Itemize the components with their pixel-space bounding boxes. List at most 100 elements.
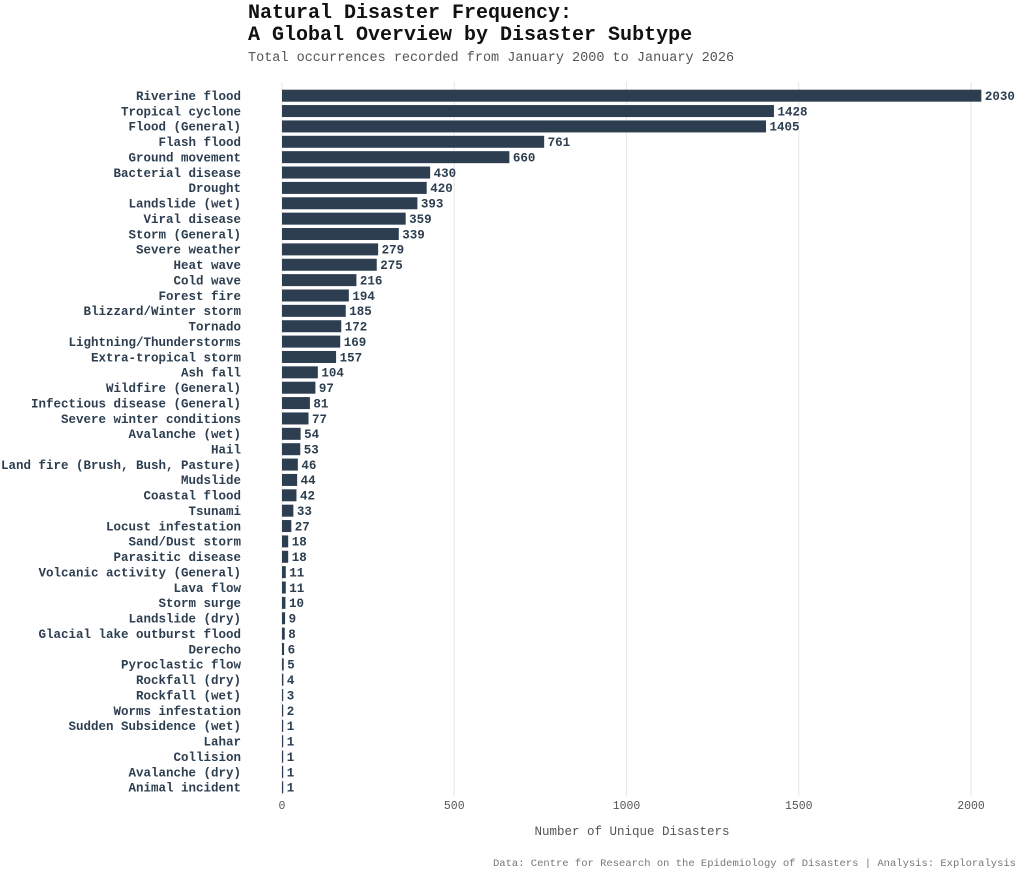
value-label: 194 (352, 290, 375, 304)
category-label: Volcanic activity (General) (38, 566, 241, 580)
category-label: Land fire (Brush, Bush, Pasture) (1, 459, 241, 473)
bar (282, 320, 342, 333)
bar (282, 658, 284, 671)
value-label: 6 (288, 643, 296, 657)
category-label: Extra-tropical storm (91, 351, 242, 365)
category-label: Derecho (188, 643, 241, 657)
chart-title: Natural Disaster Frequency: A Global Ove… (248, 3, 692, 47)
value-label: 339 (402, 228, 425, 242)
category-label: Avalanche (wet) (128, 428, 241, 442)
bar (282, 750, 284, 763)
bar (282, 304, 346, 317)
category-label: Pyroclastic flow (121, 659, 242, 673)
bar (282, 120, 767, 133)
bar (282, 689, 284, 702)
bar (282, 274, 357, 287)
category-label: Rockfall (wet) (136, 689, 241, 703)
category-label: Coastal flood (143, 490, 241, 504)
category-label: Ash fall (181, 367, 241, 381)
category-label: Tsunami (188, 505, 241, 519)
value-label: 660 (513, 151, 536, 165)
value-label: 1 (287, 720, 295, 734)
category-label: Landslide (dry) (128, 613, 241, 627)
value-label: 8 (288, 628, 296, 642)
value-label: 10 (289, 597, 304, 611)
bar (282, 627, 285, 640)
value-label: 2 (287, 705, 295, 719)
bar (282, 719, 284, 732)
value-label: 761 (548, 136, 571, 150)
bar (282, 612, 286, 625)
category-label: Mudslide (181, 474, 241, 488)
x-tick-label: 1000 (613, 800, 641, 813)
category-label: Drought (188, 182, 241, 196)
bar (282, 473, 298, 486)
x-tick-label: 2000 (957, 800, 985, 813)
category-label: Flash flood (158, 136, 241, 150)
category-label: Ground movement (128, 151, 241, 165)
value-label: 3 (287, 689, 295, 703)
x-tick-label: 0 (279, 800, 286, 813)
value-label: 172 (345, 321, 368, 335)
bar (282, 535, 289, 548)
value-label: 42 (300, 490, 315, 504)
bar (282, 105, 774, 118)
bar (282, 765, 284, 778)
source-caption: Data: Centre for Research on the Epidemi… (493, 858, 1016, 870)
bar (282, 381, 316, 394)
category-label: Bacterial disease (113, 167, 241, 181)
value-label: 11 (289, 566, 304, 580)
category-label: Sudden Subsidence (wet) (68, 720, 241, 734)
value-label: 46 (301, 459, 316, 473)
bar (282, 212, 406, 225)
category-label: Avalanche (dry) (128, 766, 241, 780)
value-label: 77 (312, 413, 327, 427)
bar (282, 504, 294, 517)
category-label: Viral disease (143, 213, 241, 227)
category-label: Locust infestation (106, 520, 241, 534)
value-label: 9 (289, 613, 297, 627)
category-label: Worms infestation (113, 705, 241, 719)
bar (282, 412, 309, 425)
category-label: Hail (211, 443, 241, 457)
chart-title-line-1: Natural Disaster Frequency: (248, 2, 573, 25)
value-label: 54 (304, 428, 320, 442)
category-label: Rockfall (dry) (136, 674, 241, 688)
value-label: 27 (295, 520, 310, 534)
value-label: 33 (297, 505, 312, 519)
bar (282, 596, 286, 609)
bar (282, 581, 286, 594)
bar (282, 166, 431, 179)
bar (282, 228, 399, 241)
category-label: Heat wave (173, 259, 241, 273)
value-label: 275 (380, 259, 403, 273)
value-label: 393 (421, 198, 444, 212)
category-label: Tropical cyclone (121, 105, 241, 119)
value-label: 5 (287, 659, 295, 673)
bar (282, 197, 418, 210)
bar (282, 258, 377, 271)
value-label: 420 (430, 182, 453, 196)
bar (282, 673, 284, 686)
category-label: Lightning/Thunderstorms (68, 336, 241, 350)
bar (282, 89, 982, 102)
value-label: 11 (289, 582, 304, 596)
value-label: 1 (287, 766, 295, 780)
x-axis-ticks: 0 500 1000 1500 2000 (279, 800, 985, 813)
bar (282, 427, 301, 440)
bar (282, 243, 379, 256)
category-label: Tornado (188, 321, 241, 335)
value-label: 185 (349, 305, 372, 319)
bar (282, 335, 341, 348)
bar (282, 289, 349, 302)
category-label: Severe winter conditions (61, 413, 241, 427)
value-label: 169 (344, 336, 367, 350)
value-label: 157 (340, 351, 363, 365)
value-label: 18 (292, 536, 307, 550)
value-label: 4 (287, 674, 295, 688)
category-label: Infectious disease (General) (31, 397, 241, 411)
bar (282, 350, 337, 363)
category-label: Storm surge (158, 597, 241, 611)
value-label: 104 (321, 367, 344, 381)
